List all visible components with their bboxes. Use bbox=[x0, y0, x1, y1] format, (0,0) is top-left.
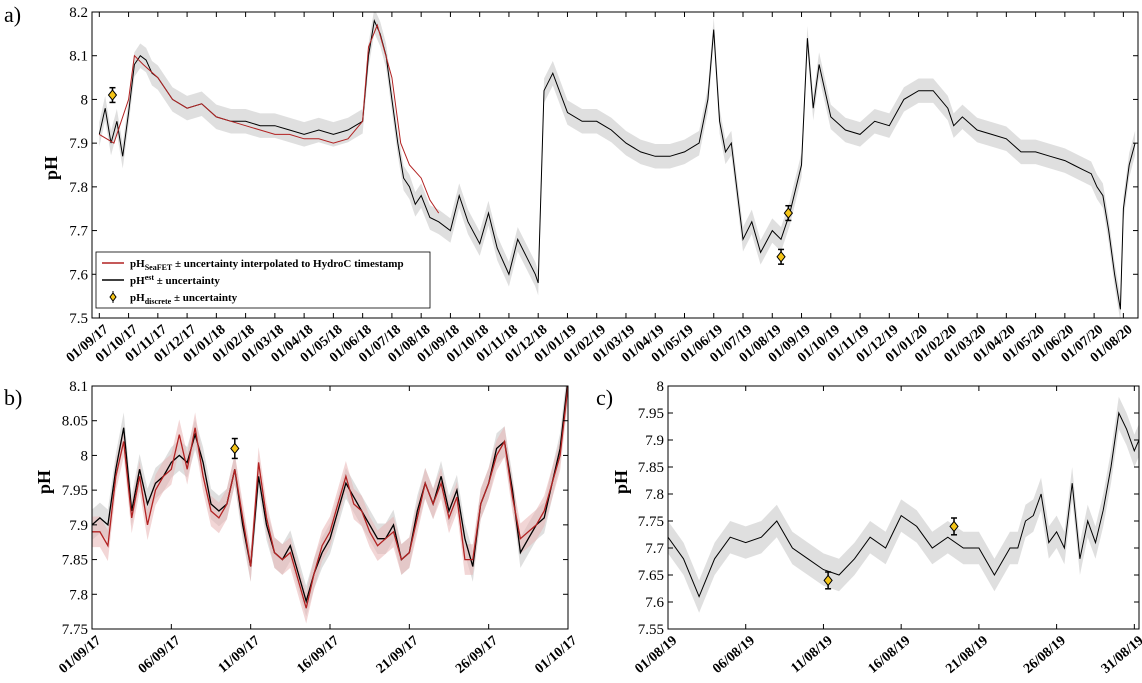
panel-c-label: c) bbox=[596, 385, 613, 410]
axes-frame bbox=[91, 11, 1139, 319]
y-tick-label: 7.75 bbox=[638, 514, 664, 530]
panel-a-plot-area: 7.57.67.77.87.988.18.201/09/1701/10/1701… bbox=[64, 5, 1139, 366]
uncertainty-band-1 bbox=[92, 386, 568, 624]
panel-b-chart: b) pH 7.75 7.8 7.85 7.9 7.95 8 8.05 8.1 01/09/17… bbox=[4, 379, 580, 677]
plot-marks bbox=[98, 12, 1136, 318]
series-line-1 bbox=[92, 386, 568, 609]
discrete-point-1 bbox=[949, 517, 959, 536]
discrete-diamond-marker bbox=[783, 207, 793, 219]
y-tick-label: 7.55 bbox=[638, 622, 664, 638]
discrete-diamond-marker bbox=[107, 89, 118, 101]
y-tick-label: 7.9 bbox=[69, 518, 88, 534]
uncertainty-band-0 bbox=[668, 396, 1139, 613]
y-tick-label: 7.85 bbox=[62, 553, 88, 569]
x-tick-label: 01/10/17 bbox=[532, 633, 580, 676]
y-tick-label: 7.8 bbox=[645, 487, 664, 503]
x-tick-label: 26/08/19 bbox=[1021, 633, 1069, 676]
legend-diamond-swatch bbox=[109, 292, 117, 302]
discrete-diamond-marker bbox=[776, 250, 786, 263]
x-tick-label: 06/09/17 bbox=[136, 633, 184, 676]
discrete-diamond-marker bbox=[823, 574, 833, 587]
discrete-diamond-marker bbox=[230, 442, 240, 455]
legend-box bbox=[95, 251, 431, 309]
y-tick-label: 7.95 bbox=[62, 483, 88, 499]
legend-label: pHdiscrete ± uncertainty bbox=[130, 292, 238, 306]
y-tick-label: 8 bbox=[81, 92, 89, 108]
x-tick-label: 01/09/17 bbox=[56, 633, 104, 676]
x-tick-label: 26/09/17 bbox=[453, 633, 501, 676]
legend-item-1: pHest ± uncertainty bbox=[102, 273, 220, 287]
discrete-point-2 bbox=[783, 204, 793, 222]
legend-item-2: pHdiscrete ± uncertainty bbox=[109, 291, 238, 306]
x-tick-label: 31/08/19 bbox=[1099, 633, 1142, 676]
y-tick-label: 8.1 bbox=[69, 379, 88, 395]
panel-b-y-axis-label: pH bbox=[34, 470, 54, 494]
y-tick-label: 7.6 bbox=[645, 595, 664, 611]
panel-b-label: b) bbox=[4, 385, 22, 410]
panel-c-chart: c) pH 7.55 7.6 7.65 7.7 7.75 7.8 7.85 7.9 7.95 8 0… bbox=[596, 379, 1142, 677]
x-tick-label: 11/08/19 bbox=[788, 633, 835, 676]
x-tick-label: 21/08/19 bbox=[943, 633, 991, 676]
x-tick-label: 16/08/19 bbox=[866, 633, 914, 676]
discrete-point-0 bbox=[823, 571, 833, 590]
panel-b-plot-area: 7.75 7.8 7.85 7.9 7.95 8 8.05 8.1 01/09/17 06/09/… bbox=[56, 379, 580, 677]
panel-c-y-axis-label: pH bbox=[611, 470, 631, 494]
legend-label: pHSeaFET ± uncertainty interpolated to H… bbox=[130, 258, 404, 272]
x-tick-label: 01/08/19 bbox=[632, 633, 680, 676]
y-tick-label: 7.6 bbox=[69, 267, 88, 283]
plot-marks bbox=[92, 386, 568, 624]
y-tick-label: 7.8 bbox=[69, 587, 88, 603]
axes-frame bbox=[667, 385, 1140, 630]
y-tick-label: 8.2 bbox=[69, 5, 88, 21]
plot-marks bbox=[668, 396, 1139, 613]
y-tick-label: 7.8 bbox=[69, 180, 88, 196]
y-tick-label: 7.95 bbox=[638, 406, 664, 422]
discrete-point-0 bbox=[230, 437, 240, 460]
legend-item-0: pHSeaFET ± uncertainty interpolated to H… bbox=[102, 258, 404, 272]
y-tick-label: 7.5 bbox=[69, 311, 88, 327]
y-tick-label: 7.7 bbox=[69, 224, 88, 240]
y-tick-label: 8.1 bbox=[69, 49, 88, 65]
x-tick-label: 21/09/17 bbox=[374, 633, 422, 676]
x-tick-label: 16/09/17 bbox=[294, 633, 342, 676]
y-tick-label: 8 bbox=[657, 379, 665, 395]
y-tick-label: 7.75 bbox=[62, 622, 88, 638]
y-tick-label: 7.9 bbox=[645, 433, 664, 449]
panel-a-legend: pHSeaFET ± uncertainty interpolated to H… bbox=[95, 251, 431, 309]
panel-a-label: a) bbox=[4, 2, 21, 27]
panel-a-y-axis-label: pH bbox=[41, 156, 61, 180]
y-tick-label: 8.05 bbox=[62, 414, 88, 430]
series-line-1 bbox=[99, 23, 440, 214]
discrete-diamond-marker bbox=[949, 520, 959, 533]
y-tick-label: 7.9 bbox=[69, 136, 88, 152]
series-line-0 bbox=[668, 411, 1139, 598]
y-tick-label: 7.7 bbox=[645, 541, 664, 557]
discrete-point-1 bbox=[776, 248, 786, 265]
panel-c-plot-area: 7.55 7.6 7.65 7.7 7.75 7.8 7.85 7.9 7.95 8 01/08/1… bbox=[632, 379, 1142, 677]
panel-a-chart: a) pH 7.57.67.77.87.988.18.201/09/1701/1… bbox=[4, 2, 1139, 366]
y-tick-label: 7.85 bbox=[638, 460, 664, 476]
axes-frame bbox=[91, 385, 569, 630]
x-tick-label: 11/09/17 bbox=[216, 633, 263, 676]
legend-label: pHest ± uncertainty bbox=[130, 273, 220, 287]
discrete-point-0 bbox=[107, 86, 118, 104]
y-tick-label: 8 bbox=[81, 448, 89, 464]
x-tick-label: 06/08/19 bbox=[710, 633, 758, 676]
series-line-0 bbox=[98, 18, 1136, 310]
y-tick-label: 7.65 bbox=[638, 568, 664, 584]
